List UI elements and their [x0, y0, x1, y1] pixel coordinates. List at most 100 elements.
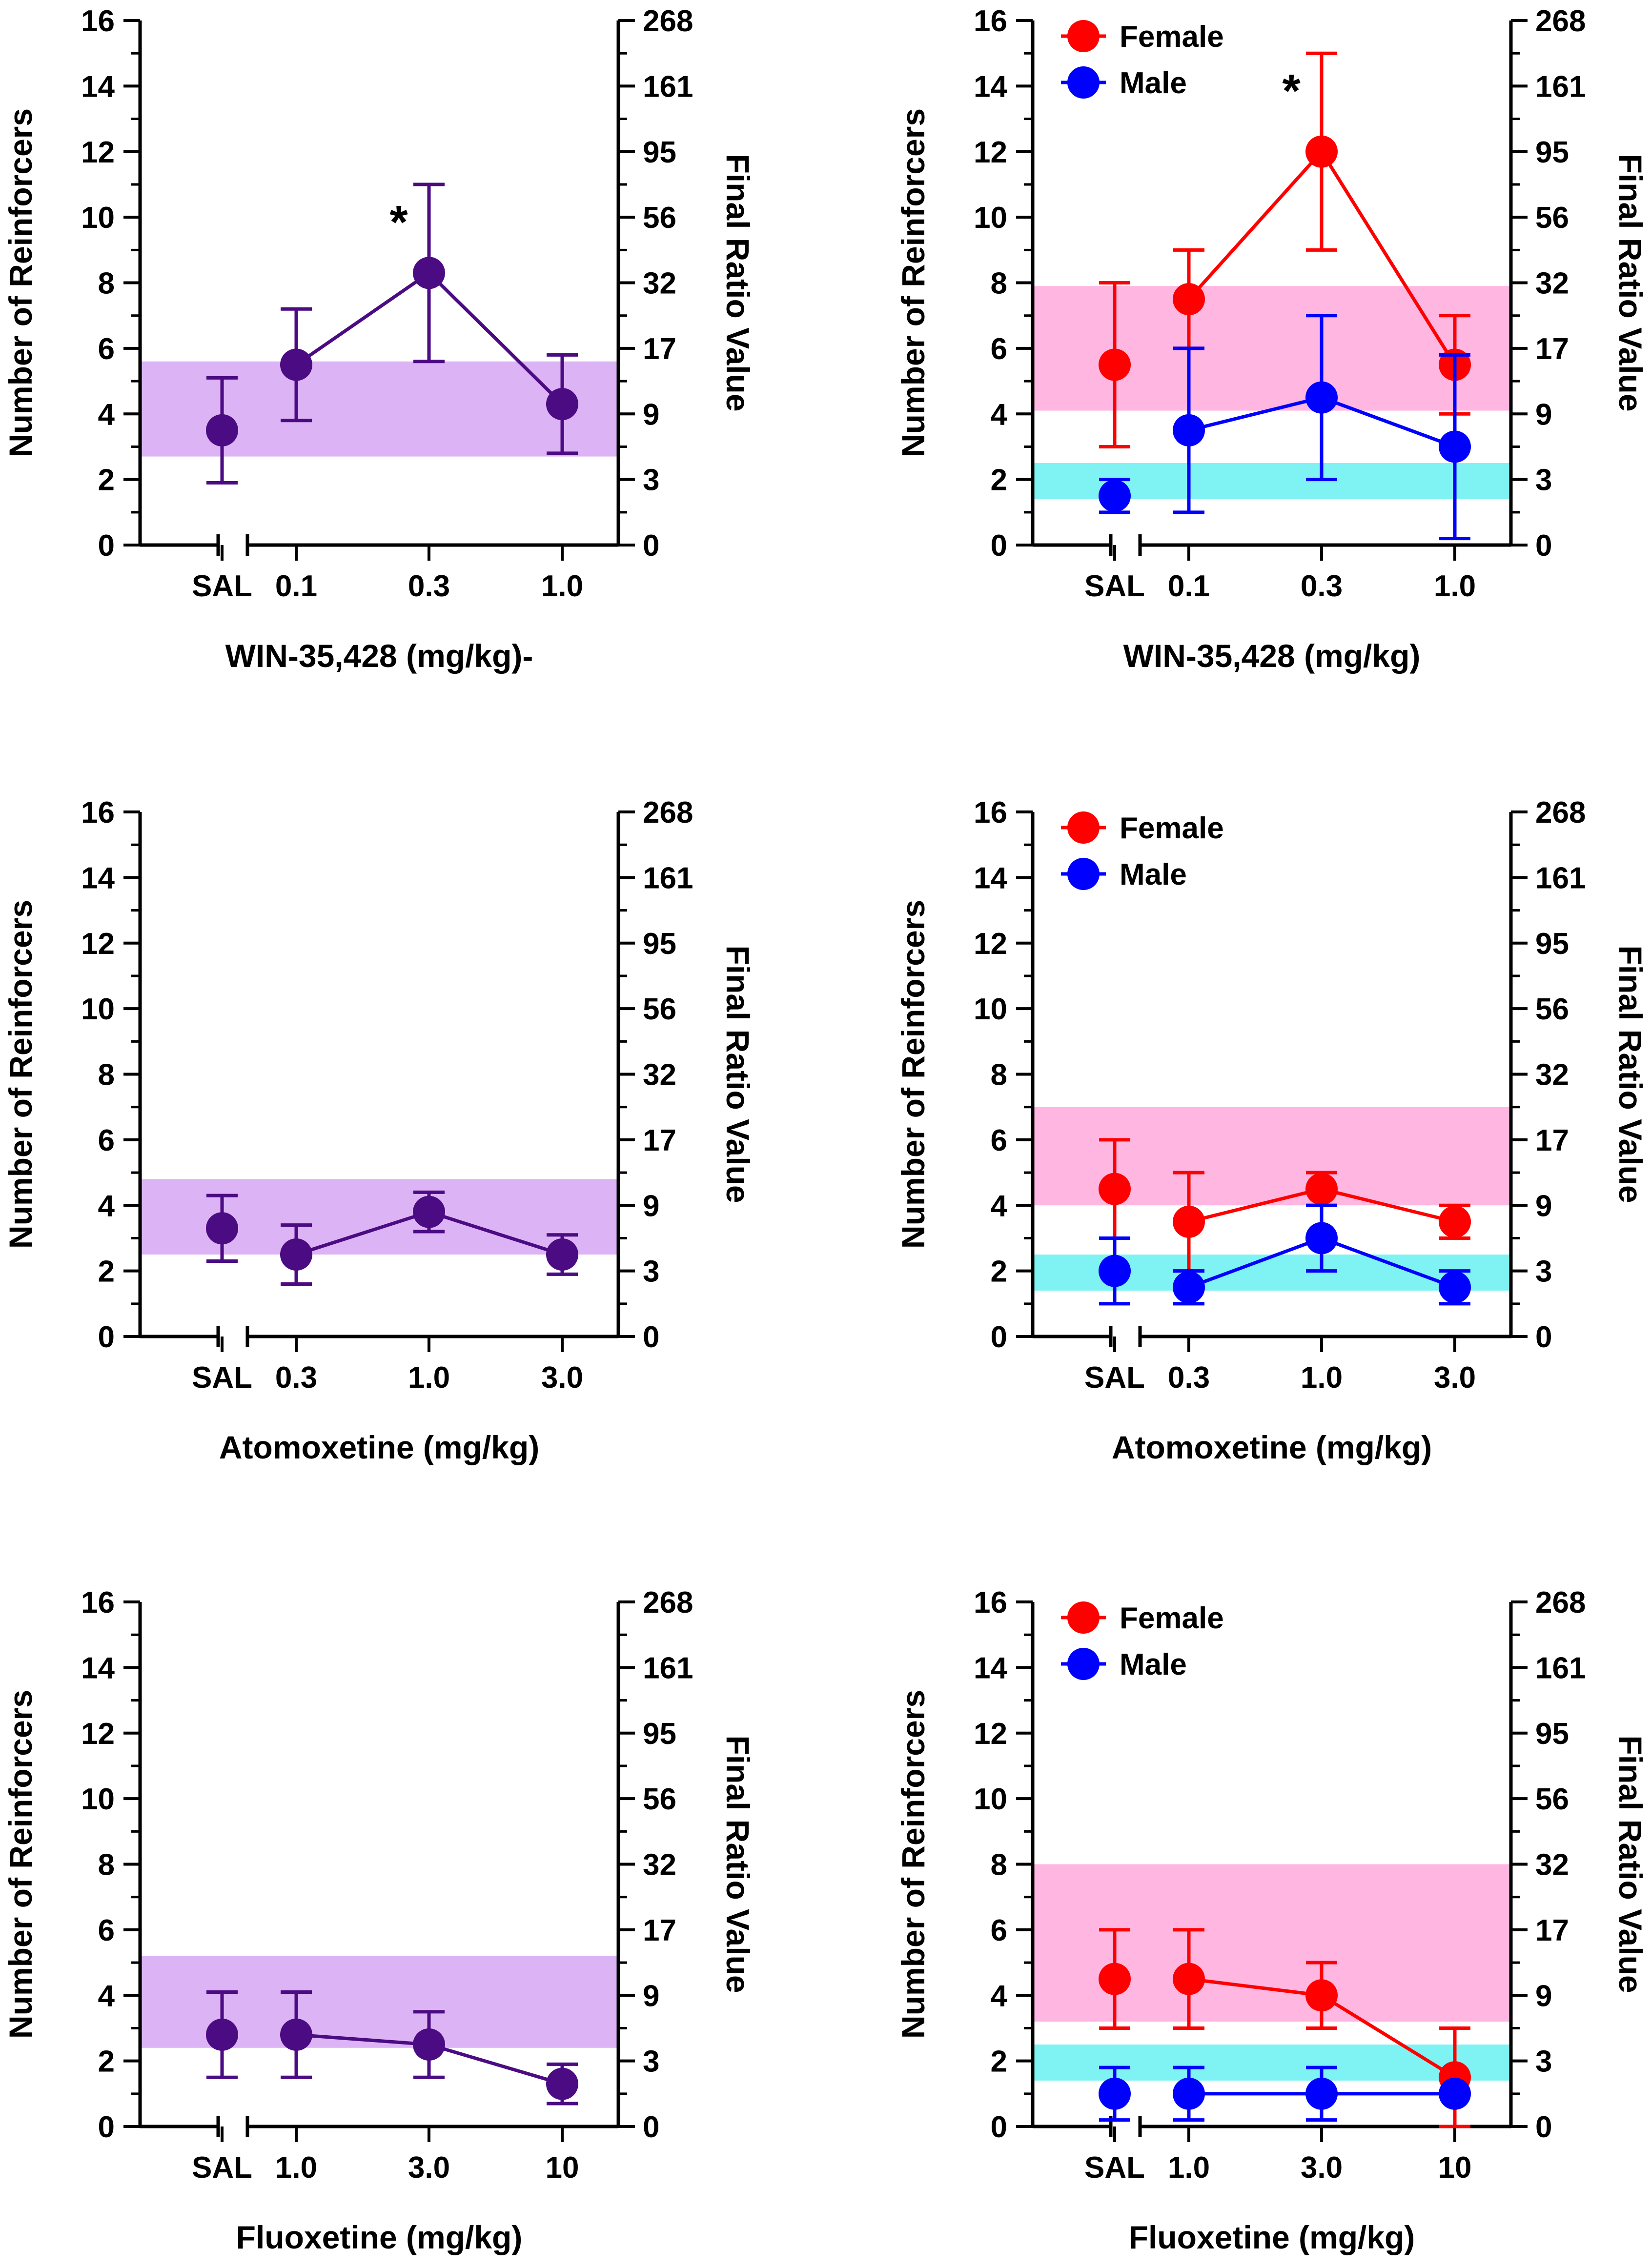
y-right-tick-label: 9	[1535, 1979, 1552, 2013]
y-left-tick-label: 8	[991, 1848, 1007, 1882]
y-left-tick-label: 0	[991, 2110, 1007, 2144]
y-right-tick-label: 161	[643, 70, 693, 103]
data-point-male	[1173, 414, 1205, 446]
y-right-tick-label: 268	[643, 796, 693, 830]
y-right-tick-label: 0	[643, 1320, 659, 1354]
y-left-tick-label: 12	[974, 1717, 1007, 1751]
y-left-tick-label: 2	[98, 1255, 115, 1289]
data-point-male	[1099, 1255, 1131, 1287]
y-right-tick-label: 9	[1535, 398, 1552, 431]
y-left-tick-label: 6	[98, 1124, 115, 1157]
y-axis-title-right: Final Ratio Value	[1612, 1735, 1649, 1993]
chart-panel-C-combined: 0 2 4 6 8 10 12 14 16 0 3 9 17 32 56 95 161 268 SAL 1.0 3.0 1…	[2, 1586, 756, 2255]
y-left-tick-label: 10	[81, 201, 115, 235]
data-point-female	[1099, 1173, 1131, 1205]
y-right-tick-label: 17	[643, 1124, 676, 1157]
y-left-tick-label: 14	[974, 861, 1007, 895]
legend-swatch-dot-male	[1067, 858, 1100, 890]
data-point-all	[280, 2018, 312, 2051]
x-tick-label: 1.0	[275, 2151, 317, 2185]
y-axis-title-right: Final Ratio Value	[720, 945, 756, 1203]
y-right-tick-label: 17	[1535, 1914, 1569, 1947]
y-axis-title-left: Number of Reinforcers	[2, 900, 39, 1249]
y-left-tick-label: 6	[98, 332, 115, 366]
y-right-tick-label: 3	[643, 2045, 659, 2079]
y-right-tick-label: 9	[1535, 1189, 1552, 1223]
x-tick-label: 1.0	[408, 1361, 450, 1395]
y-right-tick-label: 56	[1535, 1782, 1569, 1816]
x-tick-label: 0.3	[1168, 1361, 1210, 1395]
data-point-male	[1305, 381, 1338, 414]
y-right-tick-label: 0	[643, 529, 659, 563]
y-right-tick-label: 32	[643, 1058, 676, 1092]
y-left-tick-label: 2	[98, 2045, 115, 2079]
x-tick-label: SAL	[192, 569, 252, 603]
x-axis-title: WIN-35,428 (mg/kg)	[1123, 638, 1421, 674]
y-right-tick-label: 95	[1535, 927, 1569, 961]
data-point-female	[1305, 1979, 1338, 2012]
y-right-tick-label: 161	[1535, 1651, 1586, 1685]
y-left-tick-label: 14	[974, 70, 1007, 103]
y-axis-title-left: Number of Reinforcers	[2, 108, 39, 457]
y-right-tick-label: 32	[1535, 267, 1569, 301]
x-tick-label: 0.1	[275, 569, 317, 603]
y-right-tick-label: 3	[1535, 1255, 1552, 1289]
data-point-male	[1173, 2077, 1205, 2110]
data-point-female	[1173, 1963, 1205, 1995]
legend-label-female: Female	[1120, 1601, 1224, 1635]
y-right-tick-label: 32	[643, 1848, 676, 1882]
y-right-tick-label: 0	[643, 2110, 659, 2144]
y-left-tick-label: 12	[974, 136, 1007, 169]
y-left-tick-label: 10	[81, 1782, 115, 1816]
y-right-tick-label: 95	[643, 1717, 676, 1751]
y-axis-title-right: Final Ratio Value	[1612, 154, 1649, 411]
y-right-tick-label: 56	[643, 992, 676, 1026]
y-right-tick-label: 9	[643, 1979, 659, 2013]
y-left-tick-label: 10	[974, 201, 1007, 235]
legend-swatch-dot-female	[1067, 811, 1100, 844]
y-left-tick-label: 14	[81, 70, 115, 103]
data-point-all	[206, 1212, 238, 1245]
y-axis-title-left: Number of Reinforcers	[895, 108, 931, 457]
y-left-tick-label: 8	[98, 267, 115, 301]
y-left-tick-label: 16	[974, 4, 1007, 38]
y-left-tick-label: 12	[81, 1717, 115, 1751]
y-axis-title-left: Number of Reinforcers	[895, 1690, 931, 2039]
x-tick-label: 3.0	[541, 1361, 583, 1395]
data-point-all	[413, 2028, 445, 2061]
y-left-tick-label: 4	[98, 1979, 115, 2013]
x-tick-label: SAL	[1084, 1361, 1145, 1395]
x-tick-label: SAL	[192, 1361, 252, 1395]
data-point-female	[1173, 283, 1205, 316]
y-right-tick-label: 56	[1535, 201, 1569, 235]
y-right-tick-label: 56	[643, 1782, 676, 1816]
y-left-tick-label: 4	[991, 398, 1008, 431]
y-left-tick-label: 4	[991, 1189, 1008, 1223]
x-tick-label: SAL	[192, 2151, 252, 2185]
y-right-tick-label: 161	[643, 861, 693, 895]
y-left-tick-label: 6	[991, 1124, 1007, 1157]
x-tick-label: 3.0	[1434, 1361, 1476, 1395]
y-right-tick-label: 17	[643, 1914, 676, 1947]
y-axis-title-right: Final Ratio Value	[720, 1735, 756, 1993]
y-left-tick-label: 14	[81, 861, 115, 895]
data-point-male	[1439, 1271, 1471, 1304]
y-left-tick-label: 16	[81, 1586, 115, 1620]
y-right-tick-label: 95	[1535, 1717, 1569, 1751]
data-point-male	[1099, 2077, 1131, 2110]
y-left-tick-label: 8	[98, 1058, 115, 1092]
x-tick-label: 1.0	[1168, 2151, 1210, 2185]
data-point-male	[1439, 2077, 1471, 2110]
data-point-female	[1305, 1173, 1338, 1205]
y-left-tick-label: 8	[991, 1058, 1007, 1092]
y-right-tick-label: 268	[1535, 1586, 1586, 1620]
y-right-tick-label: 3	[1535, 464, 1552, 497]
data-point-male	[1099, 480, 1131, 512]
data-point-all	[206, 2018, 238, 2051]
y-left-tick-label: 6	[991, 1914, 1007, 1947]
y-right-tick-label: 32	[1535, 1848, 1569, 1882]
data-point-all	[413, 257, 445, 289]
y-right-tick-label: 56	[1535, 992, 1569, 1026]
y-right-tick-label: 9	[643, 1189, 659, 1223]
